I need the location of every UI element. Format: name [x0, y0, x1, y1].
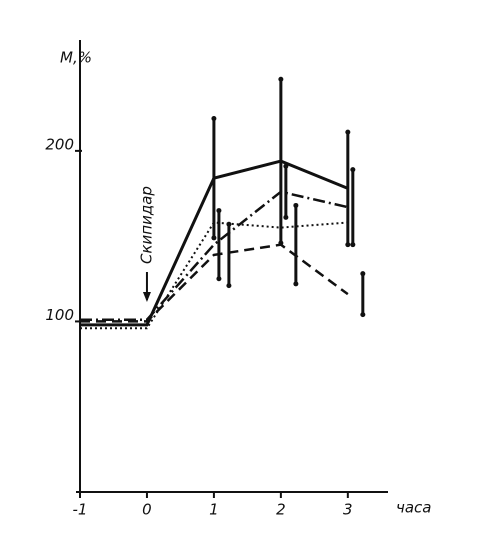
y-tick-label: 200	[45, 135, 74, 153]
x-tick-label: 2	[276, 501, 286, 519]
error-cap	[211, 235, 217, 241]
error-cap	[283, 214, 289, 220]
annotation: Скипидар	[137, 186, 155, 264]
error-cap	[360, 312, 366, 318]
error-cap	[345, 129, 351, 135]
y-tick-label: 100	[45, 306, 74, 324]
error-cap	[216, 208, 222, 214]
x-axis-label: часа	[396, 499, 432, 517]
error-cap	[226, 283, 232, 289]
x-tick-label: 0	[142, 501, 152, 519]
x-tick-label: -1	[73, 501, 88, 519]
error-cap	[293, 281, 299, 287]
x-tick-label: 1	[209, 501, 219, 519]
error-cap	[278, 76, 284, 82]
error-cap	[216, 276, 222, 282]
error-cap	[293, 202, 299, 208]
y-axis-label: М,%	[60, 49, 92, 67]
error-cap	[283, 163, 289, 169]
series-line	[80, 190, 349, 321]
error-cap	[345, 242, 351, 248]
error-cap	[350, 242, 356, 248]
series-line	[80, 243, 349, 323]
annotation-arrowhead	[142, 292, 151, 302]
error-cap	[360, 271, 366, 277]
error-cap	[226, 221, 232, 227]
error-cap	[211, 115, 217, 121]
series-line	[80, 221, 348, 330]
x-tick-label: 3	[343, 501, 353, 519]
error-cap	[350, 167, 356, 173]
